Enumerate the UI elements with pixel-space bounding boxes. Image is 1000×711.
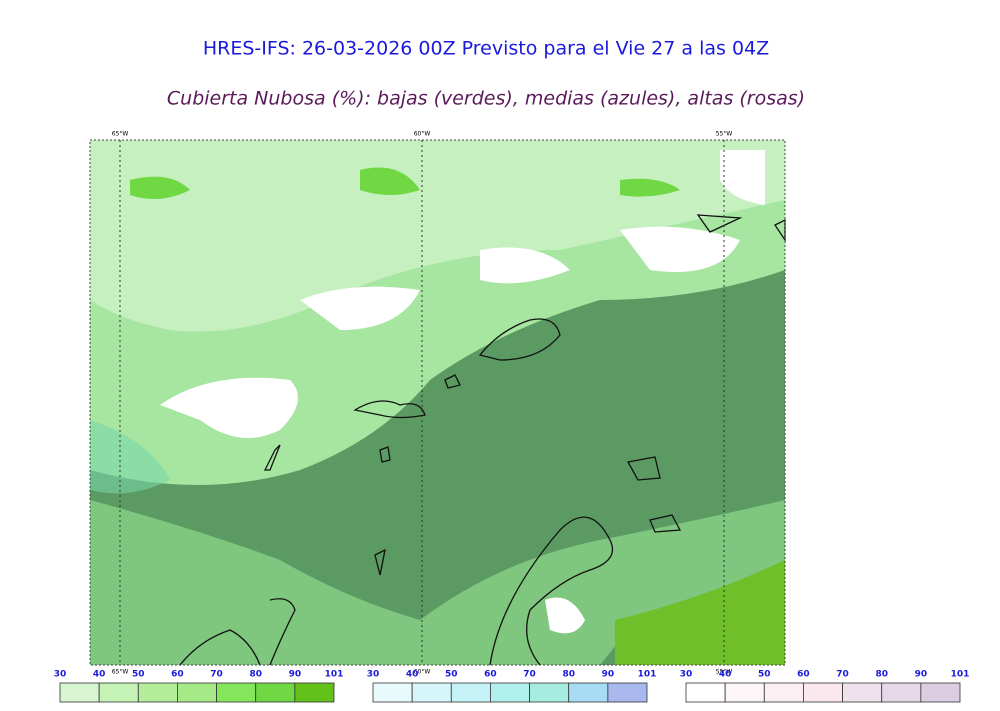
- legend-swatch: [529, 682, 570, 703]
- lon-label: 60°W: [414, 131, 431, 138]
- legend-swatch: [607, 682, 648, 703]
- legend-tick: 30: [680, 670, 693, 680]
- legend-swatch: [763, 682, 804, 703]
- legend-swatch: [803, 682, 843, 703]
- legend-swatch: [294, 682, 335, 703]
- legend-swatch: [490, 682, 530, 703]
- legend-swatch: [98, 682, 139, 703]
- subtitle: Cubierta Nubosa (%): bajas (verdes), med…: [167, 88, 805, 110]
- legend-swatch: [568, 682, 609, 703]
- legend-tick: 70: [836, 670, 849, 680]
- legend-swatch: [59, 682, 100, 703]
- legend-tick: 30: [54, 670, 67, 680]
- legend-tick: 80: [562, 670, 575, 680]
- legend-tick: 50: [445, 670, 458, 680]
- map: 65°W 60°W 55°W 65°W 60°W 55°W: [89, 131, 786, 676]
- legend-tick: 90: [289, 670, 302, 680]
- lon-label: 55°W: [716, 669, 733, 676]
- legend-swatch: [724, 682, 765, 703]
- legend-swatch: [177, 682, 217, 703]
- legend-tick: 30: [367, 670, 380, 680]
- legend-swatch: [137, 682, 178, 703]
- legend-swatch: [881, 682, 922, 703]
- legend-swatch: [920, 682, 961, 703]
- legend-swatch: [372, 682, 413, 703]
- legend-tick: 60: [171, 670, 184, 680]
- title: HRES-IFS: 26-03-2026 00Z Previsto para e…: [203, 38, 769, 60]
- legend-tick: 90: [602, 670, 615, 680]
- legend-tick: 70: [523, 670, 536, 680]
- legend-tick: 101: [638, 670, 657, 680]
- legend-swatch: [842, 682, 883, 703]
- legend-tick: 50: [758, 670, 771, 680]
- legends: 30 40 50 60 70 80 90 101 30 40 50 60 70 80 90 101 30 40 50…: [54, 670, 970, 703]
- legend-tick: 80: [249, 670, 262, 680]
- legend-tick: 40: [406, 670, 419, 680]
- legend-tick: 40: [93, 670, 106, 680]
- legend-swatch: [216, 682, 257, 703]
- legend-tick: 40: [719, 670, 732, 680]
- legend-tick: 101: [951, 670, 970, 680]
- legend-swatch: [255, 682, 296, 703]
- legend-tick: 60: [484, 670, 497, 680]
- legend-tick: 101: [325, 670, 344, 680]
- lon-label: 65°W: [112, 669, 129, 676]
- legend-tick: 70: [210, 670, 223, 680]
- lon-label: 55°W: [716, 131, 733, 138]
- legend-swatch: [411, 682, 452, 703]
- lon-label: 65°W: [112, 131, 129, 138]
- legend-swatch: [685, 682, 726, 703]
- legend-tick: 50: [132, 670, 145, 680]
- lon-label: 60°W: [414, 669, 431, 676]
- legend-tick: 80: [875, 670, 888, 680]
- legend-swatch: [450, 682, 491, 703]
- legend-tick: 60: [797, 670, 810, 680]
- legend-tick: 90: [915, 670, 928, 680]
